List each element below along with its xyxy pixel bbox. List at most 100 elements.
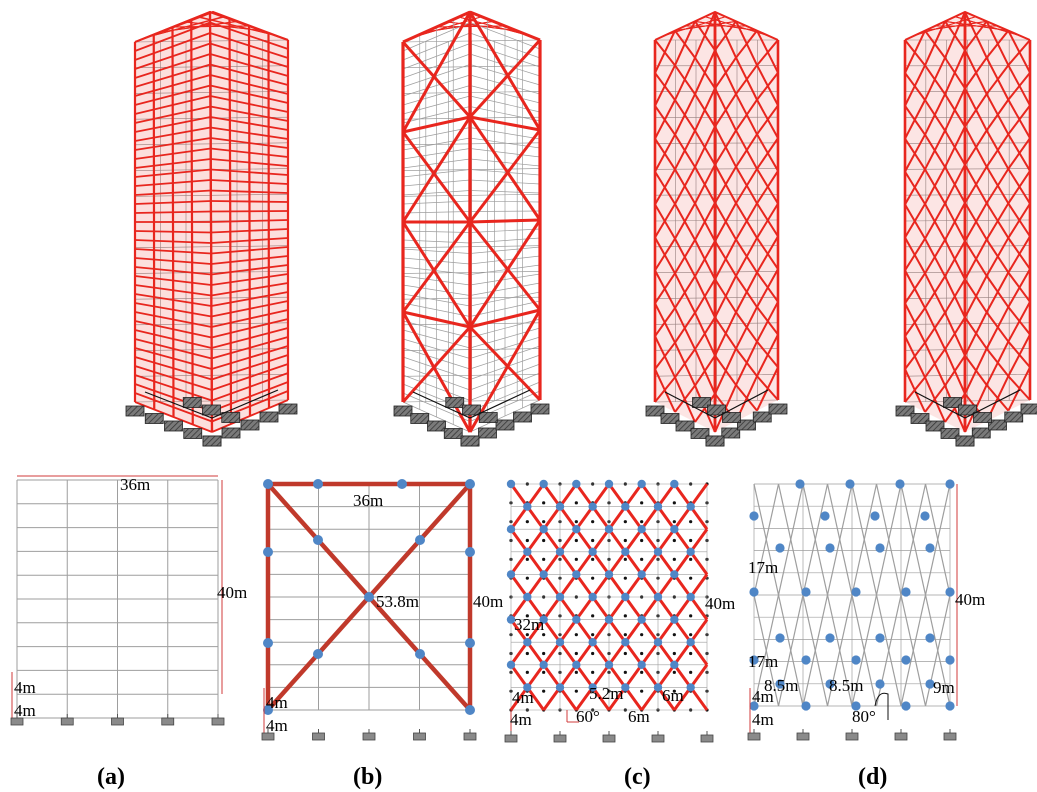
node — [621, 502, 630, 511]
hatched-support — [530, 403, 550, 415]
diagrid-line — [964, 311, 988, 357]
diagrid-line — [964, 348, 988, 395]
diagrid-line — [924, 312, 946, 344]
diagrid-line — [735, 272, 758, 313]
node — [637, 479, 646, 489]
tower-face-right — [208, 11, 290, 433]
diagrid-line — [944, 126, 966, 168]
diagrid-line — [654, 168, 676, 206]
diagrid-member — [802, 483, 829, 596]
support — [747, 729, 761, 741]
tower-3d-model-a — [125, 10, 298, 447]
base-member — [664, 389, 769, 419]
node — [465, 705, 475, 715]
base-label-c: 4m — [510, 710, 532, 729]
grid-point — [525, 538, 529, 543]
diagrid-line — [674, 275, 696, 309]
grid-point — [574, 633, 578, 637]
hatched-support — [144, 413, 164, 424]
diagrid-line — [1007, 137, 1031, 170]
grid-point — [640, 538, 644, 543]
diagrid-line — [924, 202, 946, 240]
diagrid-line — [1007, 301, 1031, 343]
diagrid-line — [694, 393, 716, 423]
storey-label-a: 4m — [14, 678, 36, 697]
node — [572, 479, 581, 489]
module-label-d-lower: 17m — [748, 652, 778, 671]
spacing-label-d-1: 8.5m — [764, 676, 798, 695]
diagrid-line — [756, 203, 779, 239]
node — [465, 547, 475, 557]
node — [851, 587, 861, 597]
grid-point — [525, 633, 529, 637]
hatched-support — [513, 411, 532, 423]
angle-marker — [874, 692, 889, 720]
node — [670, 479, 679, 489]
node — [506, 570, 516, 579]
grid-point — [591, 557, 595, 561]
node — [686, 502, 695, 511]
hatched-support — [910, 413, 930, 424]
hatched-support — [221, 427, 241, 439]
grid-point — [689, 670, 693, 674]
diagrid-line — [694, 202, 716, 241]
node — [686, 638, 695, 647]
grid-point — [640, 501, 644, 505]
diagrid-line — [985, 30, 1010, 59]
diagrid-line — [674, 166, 696, 205]
grid-point — [689, 520, 693, 524]
grid-point — [672, 689, 676, 693]
hatched-support — [722, 412, 741, 423]
hatched-support — [427, 420, 446, 432]
grid-point — [623, 557, 627, 561]
support — [211, 714, 225, 726]
diagrid-line — [735, 99, 758, 131]
tower-3d-model-c — [645, 10, 788, 447]
node — [506, 479, 516, 489]
grid-point — [689, 576, 693, 580]
diagrid-line — [944, 355, 966, 387]
diagrid-line — [674, 384, 696, 413]
grid-point — [623, 614, 627, 618]
node — [539, 570, 548, 579]
node — [539, 615, 548, 624]
diagrid-line — [1007, 104, 1031, 135]
diagrid-line — [944, 164, 966, 204]
grid-point — [640, 557, 644, 561]
grid-point — [689, 614, 693, 618]
diagrid-line — [904, 307, 926, 337]
node — [925, 543, 935, 553]
node — [801, 655, 811, 665]
node — [637, 525, 646, 534]
diagrid-member — [826, 483, 853, 596]
brace-line — [468, 38, 542, 119]
diagrid-line — [904, 134, 926, 173]
diagrid-line — [674, 348, 696, 378]
diagrid-line — [694, 355, 716, 387]
diagrid-line — [674, 57, 696, 101]
grid-point — [623, 670, 627, 674]
node — [670, 525, 679, 534]
node — [523, 638, 532, 647]
diagrid-line — [756, 268, 779, 308]
tower-base-supports — [125, 389, 298, 447]
belt-line — [402, 310, 471, 329]
hatched-support — [707, 404, 726, 416]
grid-point — [672, 633, 676, 637]
node — [637, 570, 646, 579]
grid-point — [689, 557, 693, 561]
hatched-support — [495, 419, 515, 431]
support — [161, 714, 175, 726]
hatched-support — [958, 404, 977, 416]
grid-point — [574, 501, 578, 505]
diagrid-line — [654, 99, 676, 140]
node — [523, 502, 532, 511]
belt-line — [402, 10, 471, 44]
diagrid-line — [964, 129, 988, 166]
hatched-support — [164, 420, 183, 432]
caption-d: (d) — [858, 764, 887, 790]
diagrid-line — [964, 275, 988, 318]
node — [670, 570, 679, 579]
spacing-label-d-2: 8.5m — [829, 676, 863, 695]
hatched-support — [478, 427, 497, 439]
